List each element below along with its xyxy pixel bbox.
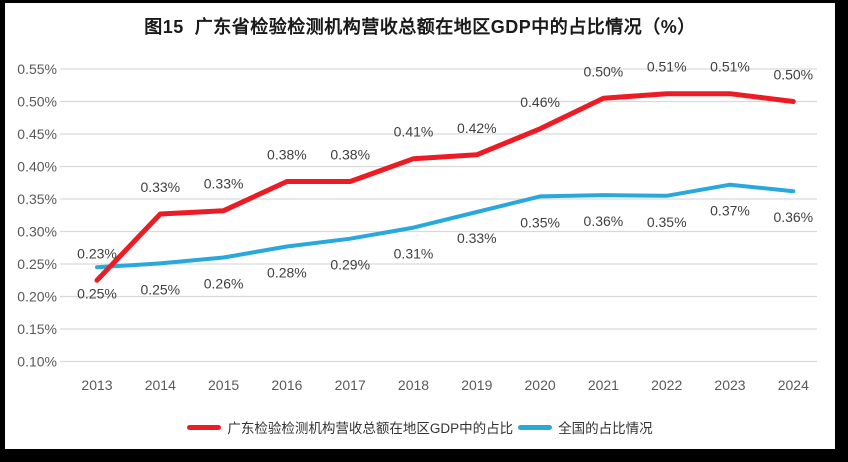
line-chart-plot-area: 0.55% 0.50% 0.45% 0.40% 0.35% 0.30% 0.25% 0.20%… [17,59,817,393]
guangdong-gdp-share-data-label: 0.33% [140,179,180,195]
chart-legend: 广东检验检测机构营收总额在地区GDP中的占比 全国的占比情况 [5,417,835,437]
legend-label-guangdong: 广东检验检测机构营收总额在地区GDP中的占比 [227,421,514,436]
guangdong-gdp-share-data-label: 0.51% [647,59,687,75]
national-share-data-label: 0.25% [77,285,117,301]
national-share-data-label: 0.37% [710,203,750,219]
y-axis-tick-label: 0.40% [17,159,57,175]
legend-item-national: 全国的占比情况 [518,417,653,437]
guangdong-gdp-share-data-label: 0.23% [77,245,117,261]
y-axis-tick-label: 0.50% [17,94,57,110]
x-axis-tick-label: 2017 [335,377,366,393]
guangdong-gdp-share-data-label: 0.50% [584,63,624,79]
blue-line-swatch [518,424,553,430]
red-line-swatch [187,424,222,430]
x-axis-tick-label: 2020 [525,377,556,393]
guangdong-gdp-share-data-label: 0.38% [330,146,370,162]
chart-title: 图15 广东省检验检测机构营收总额在地区GDP中的占比情况（%） [144,17,696,37]
x-axis-tick-label: 2023 [714,377,745,393]
y-axis-tick-label: 0.25% [17,256,57,272]
chart-card: 图15 广东省检验检测机构营收总额在地区GDP中的占比情况（%） 0.55% 0.… [5,3,835,449]
legend-item-guangdong: 广东检验检测机构营收总额在地区GDP中的占比 [187,417,513,437]
national-share-data-label: 0.28% [267,264,307,280]
x-axis-tick-label: 2019 [461,377,492,393]
x-axis-tick-label: 2014 [145,377,176,393]
x-axis-tick-label: 2022 [651,377,682,393]
x-axis-tick-label: 2015 [208,377,239,393]
national-share-data-label: 0.31% [394,246,434,262]
y-axis-tick-label: 0.15% [17,321,57,337]
national-share-data-label: 0.25% [140,281,180,297]
y-axis-tick-label: 0.10% [17,354,57,370]
x-axis-tick-label: 2013 [81,377,112,393]
y-axis-tick-label: 0.30% [17,224,57,240]
y-axis-tick-label: 0.35% [17,191,57,207]
guangdong-gdp-share-data-label: 0.41% [394,124,434,140]
x-axis-tick-label: 2018 [398,377,429,393]
national-share-data-label: 0.26% [204,276,244,292]
guangdong-gdp-share-data-label: 0.50% [773,67,813,83]
legend-label-national: 全国的占比情况 [558,421,653,436]
guangdong-gdp-share-data-label: 0.38% [267,146,307,162]
guangdong-gdp-share-data-label: 0.51% [710,59,750,75]
guangdong-gdp-share-data-label: 0.33% [204,176,244,192]
national-share-data-label: 0.29% [330,257,370,273]
national-share-line [95,182,796,270]
x-axis-tick-label: 2016 [271,377,302,393]
national-share-data-label: 0.36% [584,213,624,229]
x-axis-tick-label: 2021 [588,377,619,393]
guangdong-gdp-share-data-label: 0.46% [520,94,560,110]
guangdong-gdp-share-line [94,91,796,283]
national-share-data-label: 0.36% [773,209,813,225]
national-share-data-label: 0.33% [457,230,497,246]
guangdong-gdp-share-data-label: 0.42% [457,120,497,136]
y-axis-tick-label: 0.20% [17,289,57,305]
national-share-data-label: 0.35% [520,214,560,230]
y-axis-tick-label: 0.55% [17,61,57,77]
national-share-data-label: 0.35% [647,214,687,230]
y-axis-tick-label: 0.45% [17,126,57,142]
x-axis-tick-label: 2024 [778,377,809,393]
